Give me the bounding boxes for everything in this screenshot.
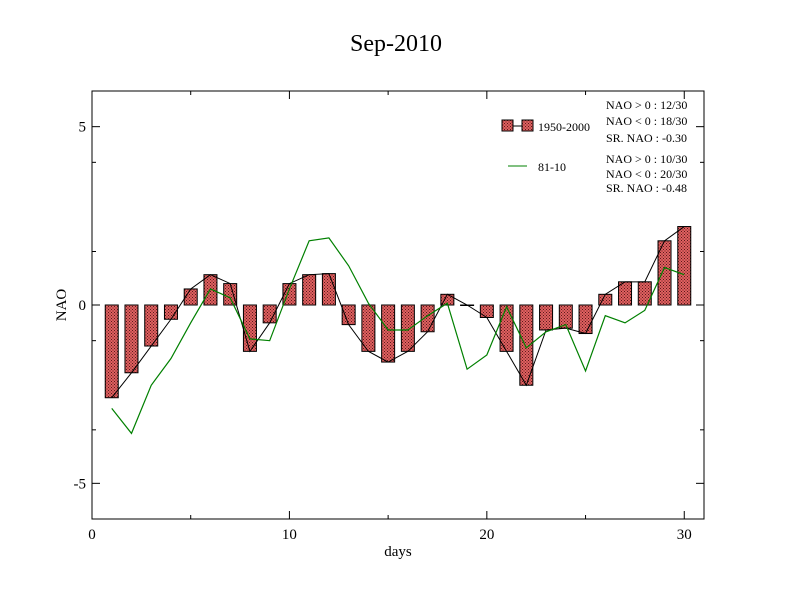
y-tick-label: 5 [79,120,87,136]
legend-label-81-10: 81-10 [538,160,566,174]
stat-1950-2000-positive: NAO > 0 : 12/30 [606,98,687,112]
legend-label-1950-2000: 1950-2000 [538,120,590,134]
legend-swatch-1950-2000-left [501,119,514,132]
bar-day-30 [677,226,692,306]
x-tick-label: 20 [479,527,494,543]
bar-day-23 [539,304,554,331]
y-tick-label: -5 [74,476,87,492]
stat-81-10-negative: NAO < 0 : 20/30 [606,167,687,181]
bar-day-25 [578,304,593,335]
legend: 1950-2000 81-10 NAO > 0 : 12/30 NAO < 0 … [501,98,687,195]
bar-day-15 [381,304,396,363]
x-axis-label: days [384,544,412,560]
x-tick-label: 30 [677,527,692,543]
chart-title: Sep-2010 [350,31,442,57]
stat-81-10-sr: SR. NAO : -0.48 [606,181,687,195]
line-series-81-10-path [111,237,685,435]
bar-day-27 [618,281,633,306]
x-axis: 0 10 20 30 [88,91,692,543]
line-series-81-10 [111,237,685,435]
stat-81-10-positive: NAO > 0 : 10/30 [606,152,687,166]
bar-day-1 [104,304,119,399]
bar-top-connector [111,226,685,399]
x-tick-label: 0 [88,527,96,543]
stat-1950-2000-sr: SR. NAO : -0.30 [606,131,687,145]
bar-day-2 [124,304,139,374]
legend-swatch-1950-2000-right [521,119,534,132]
bar-series-1950-2000 [104,226,692,399]
bar-day-12 [321,273,336,306]
y-axis: -5 0 5 [74,120,704,520]
bar-day-5 [183,288,198,306]
bar-day-16 [400,304,415,352]
x-tick-label: 10 [282,527,297,543]
bar-day-11 [302,274,317,306]
y-axis-label: NAO [54,289,70,322]
stat-1950-2000-negative: NAO < 0 : 18/30 [606,114,687,128]
bar-day-13 [341,304,356,326]
bar-series-line [111,226,685,399]
bar-day-7 [223,283,238,306]
bar-day-20 [479,304,494,318]
y-tick-label: 0 [79,298,87,314]
